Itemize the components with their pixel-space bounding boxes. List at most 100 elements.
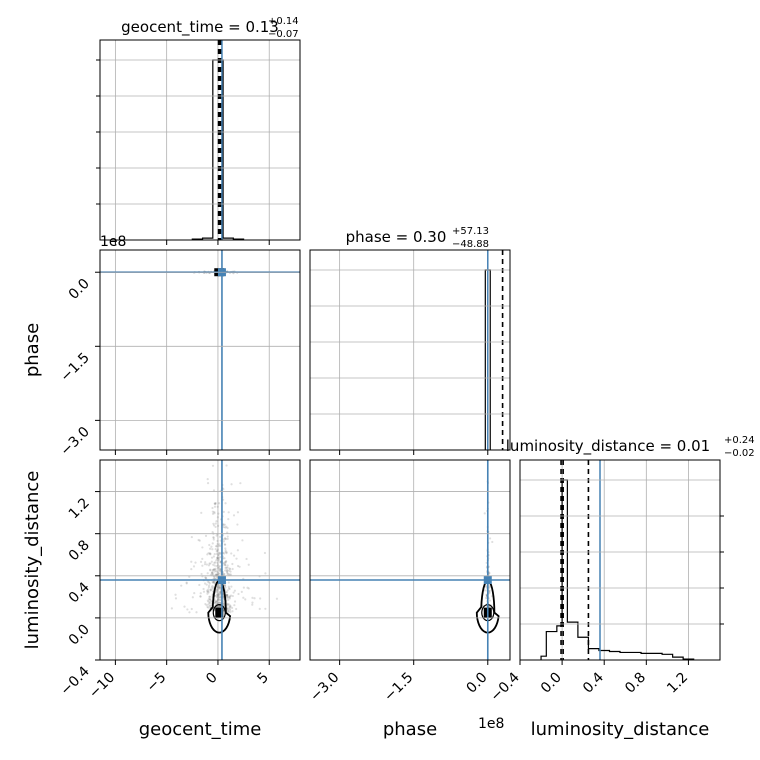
sample-point <box>235 607 238 611</box>
sample-point <box>206 478 209 481</box>
sample-point <box>213 505 217 508</box>
sample-point <box>216 556 219 559</box>
sample-point <box>212 563 215 566</box>
sample-point <box>218 555 222 559</box>
tick-label-x-luminosity_distance: 0.8 <box>622 670 649 697</box>
sample-point <box>212 580 215 583</box>
sample-point <box>212 536 215 539</box>
sample-point <box>215 545 218 548</box>
sample-point <box>212 555 216 558</box>
sample-point <box>214 525 217 528</box>
sample-point <box>185 581 188 584</box>
tick-label-x-phase: −1.5 <box>381 670 416 705</box>
sample-point <box>225 595 228 598</box>
sample-point <box>218 543 221 546</box>
sample-point <box>183 605 186 608</box>
sample-point <box>197 538 200 542</box>
sample-point <box>222 552 226 555</box>
sample-point <box>204 576 208 579</box>
sample-point <box>222 602 225 605</box>
sample-point <box>209 552 212 555</box>
sample-point <box>223 538 226 541</box>
sample-point <box>251 603 254 606</box>
sample-point <box>217 605 220 608</box>
sample-point <box>218 587 221 591</box>
sample-point <box>219 598 222 601</box>
sample-point <box>253 597 256 600</box>
sample-point <box>216 590 219 593</box>
density-peak <box>215 607 224 618</box>
panel-geocent_time-luminosity_distance: −10 −5 0 5−0.40.00.40.81.2 <box>57 459 301 702</box>
panel-content <box>540 460 695 660</box>
sample-point <box>216 589 219 592</box>
sample-point <box>206 589 209 592</box>
sample-point <box>228 569 231 572</box>
sample-point <box>205 583 208 586</box>
sample-point <box>217 554 220 557</box>
panel-phase-phase <box>309 249 511 455</box>
sample-point <box>244 598 247 601</box>
sample-point <box>228 595 232 598</box>
sample-point <box>483 589 487 592</box>
sample-point <box>207 590 210 593</box>
sample-point <box>217 553 220 556</box>
sample-point <box>226 606 229 609</box>
sample-point <box>174 597 178 600</box>
sample-point <box>225 551 228 554</box>
sample-point <box>213 502 217 505</box>
sample-point <box>224 569 227 572</box>
truth-marker <box>217 576 226 584</box>
sample-point <box>219 590 222 593</box>
sample-point <box>208 602 211 605</box>
sample-point <box>225 464 228 467</box>
sample-point <box>224 560 228 563</box>
sample-point <box>217 558 221 561</box>
sample-point <box>201 557 204 560</box>
sample-point <box>215 577 218 580</box>
sample-point <box>232 514 236 517</box>
sample-point <box>217 596 220 599</box>
sample-point <box>219 561 222 564</box>
sample-point <box>188 611 191 614</box>
panel-bg <box>520 460 720 660</box>
sample-point <box>227 596 230 599</box>
sample-point <box>195 611 198 614</box>
sample-point <box>216 548 219 551</box>
sample-point <box>225 591 228 594</box>
sample-point <box>227 581 230 584</box>
sample-point <box>211 581 214 584</box>
sample-point <box>206 590 209 593</box>
sample-point <box>227 518 230 521</box>
sample-point <box>219 592 222 596</box>
sample-point <box>223 523 226 526</box>
sample-point <box>216 557 219 561</box>
sample-point <box>223 543 226 546</box>
contour-outer <box>475 579 500 634</box>
sample-point <box>224 584 227 587</box>
title-luminosity-distance-minus: −0.02 <box>724 448 755 459</box>
sample-point <box>219 586 222 589</box>
sample-point <box>217 559 220 562</box>
sample-point <box>226 564 229 567</box>
sample-point <box>217 601 220 604</box>
sample-point <box>216 516 219 519</box>
panel-content <box>310 460 510 660</box>
sample-point <box>205 604 208 607</box>
offset-text-diag-y: 1e8 <box>100 234 126 250</box>
sample-point <box>206 580 209 583</box>
sample-point <box>199 592 202 595</box>
sample-point <box>236 549 239 552</box>
sample-point <box>217 594 220 597</box>
sample-point <box>208 605 211 608</box>
sample-point <box>215 534 218 537</box>
sample-point <box>211 584 214 588</box>
sample-point <box>203 582 207 585</box>
sample-point <box>228 595 231 598</box>
sample-point <box>224 566 227 570</box>
sample-point <box>216 600 219 603</box>
sample-point <box>209 562 212 565</box>
sample-point <box>218 564 222 568</box>
sample-point <box>214 569 218 573</box>
sample-point <box>210 545 213 548</box>
